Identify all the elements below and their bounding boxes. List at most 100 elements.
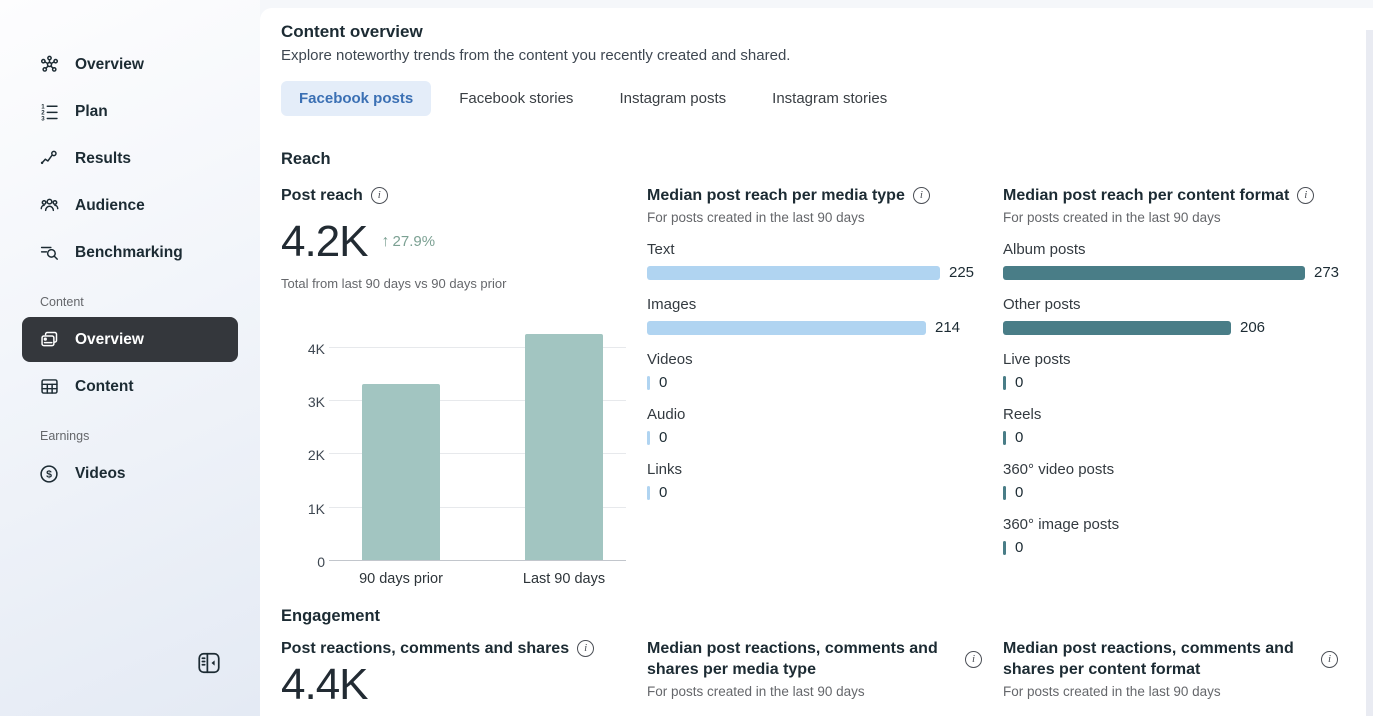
metric-value: 0 [659,374,668,391]
info-icon[interactable]: i [1297,187,1315,204]
metric-value: 0 [1015,429,1024,446]
x-tick-label: Last 90 days [522,571,606,587]
svg-text:1: 1 [41,103,45,110]
sidebar-item-videos[interactable]: $ Videos [22,451,238,496]
metric-bar-row: 0 [647,374,985,391]
metric-bar-row: 225 [647,264,985,281]
metric-bar-row: 214 [647,319,985,336]
sidebar-item-label: Content [75,377,134,395]
y-tick-label: 1K [307,500,325,517]
metric-label: Videos [647,351,693,368]
median-engagement-media-type-card: Median post reactions, comments and shar… [647,638,985,709]
tab-instagram-stories[interactable]: Instagram stories [772,90,888,107]
info-icon[interactable]: i [912,187,930,204]
stacked-posts-icon [38,329,60,351]
reach-section-title: Reach [281,150,331,168]
tab-facebook-posts[interactable]: Facebook posts [281,81,432,116]
metric-bar-row: 0 [1003,484,1341,501]
up-arrow-icon: ↑ [381,233,390,250]
media-type-bars: Text 225 Images 214 Videos 0 Audio 0 Links 0 [647,241,985,501]
sidebar-item-results[interactable]: Results [22,136,238,181]
sidebar-item-content-overview[interactable]: Overview [22,317,238,362]
post-reach-delta: ↑ 27.9% [381,233,436,250]
scrollbar[interactable] [1366,30,1373,716]
metric-value: 0 [1015,374,1024,391]
post-reach-card: Post reach i 4.2K ↑ 27.9% Total from last… [281,185,626,587]
metric-value: 225 [949,264,975,281]
post-engagement-value: 4.4K [281,660,369,709]
svg-text:2: 2 [41,109,45,116]
sidebar-item-overview[interactable]: Overview [22,42,238,87]
card-subtitle: For posts created in the last 90 days [1003,684,1221,699]
sidebar-item-label: Videos [75,464,126,482]
y-tick-label: 0 [317,554,325,570]
sidebar-item-benchmarking[interactable]: Benchmarking [22,230,238,275]
tab-instagram-posts[interactable]: Instagram posts [619,90,727,107]
numbered-list-icon: 1 2 3 [38,101,60,123]
info-icon[interactable]: i [577,640,595,657]
metric-bar [1003,430,1006,445]
sidebar-item-label: Plan [75,102,108,120]
metric-value: 206 [1240,319,1266,336]
metric-row-live-posts: Live posts 0 [1003,351,1341,391]
engagement-section-title: Engagement [281,607,381,625]
metric-bar-row: 0 [1003,374,1341,391]
tab-bar: Facebook posts Facebook stories Instagra… [281,81,1373,116]
metric-bar-row: 206 [1003,319,1341,336]
metric-bar-row: 0 [647,484,985,501]
metric-bar [647,485,650,500]
dollar-circle-icon: $ [38,463,60,485]
metric-bar [647,375,650,390]
gridline [329,560,626,561]
sidebar-item-plan[interactable]: 1 2 3 Plan [22,89,238,134]
median-reach-media-type-title: Median post reach per media type [647,187,905,204]
sidebar-item-label: Overview [75,330,144,348]
median-reach-content-format-title: Median post reach per content format [1003,187,1290,204]
info-icon[interactable]: i [370,187,388,204]
metric-bar-row: 0 [647,429,985,446]
median-reach-content-format-card: Median post reach per content format i F… [1003,185,1341,561]
metric-bar [1003,265,1305,280]
metric-label: Album posts [1003,241,1086,258]
metric-value: 0 [1015,484,1024,501]
metric-label: Live posts [1003,351,1071,368]
sidebar-item-content[interactable]: Content [22,364,238,409]
metric-row-reels: Reels 0 [1003,406,1341,446]
table-grid-icon [38,376,60,398]
tab-facebook-stories[interactable]: Facebook stories [459,90,574,107]
metric-value: 0 [659,429,668,446]
gridline [329,346,626,348]
main-content: Content overview Explore noteworthy tren… [260,0,1373,716]
metric-row-other-posts: Other posts 206 [1003,296,1341,336]
content-format-bars: Album posts 273 Other posts 206 Live posts 0 R… [1003,241,1341,556]
card-subtitle: For posts created in the last 90 days [1003,210,1221,225]
sidebar-section-earnings: Earnings [40,429,90,443]
info-icon[interactable]: i [965,650,982,668]
metric-value: 0 [659,484,668,501]
sidebar-item-audience[interactable]: Audience [22,183,238,228]
engagement-cards-row: Post reactions, comments and shares i 4.… [281,638,1373,709]
metric-label: Audio [647,406,686,423]
metric-label: 360° video posts [1003,461,1115,478]
info-icon[interactable]: i [1321,650,1338,668]
gridline [329,400,626,401]
metric-row-links: Links 0 [647,461,985,501]
sidebar-item-label: Results [75,149,131,167]
metric-row-360-image-posts: 360° image posts 0 [1003,516,1341,556]
metric-bar-row: 0 [1003,539,1341,556]
page-subtitle: Explore noteworthy trends from the conte… [281,47,791,64]
median-engagement-media-type-title: Median post reactions, comments and shar… [647,640,938,678]
metric-label: Other posts [1003,296,1081,313]
gridline [329,453,626,455]
metric-label: Text [647,241,675,258]
metric-label: Images [647,296,697,313]
page-title: Content overview [281,22,423,41]
metric-value: 214 [935,319,961,336]
y-tick-label: 2K [307,447,325,464]
metric-bar [1003,540,1006,555]
collapse-sidebar-button[interactable] [196,650,224,678]
y-tick-label: 4K [307,340,325,357]
median-engagement-content-format-title: Median post reactions, comments and shar… [1003,640,1294,678]
post-reach-title: Post reach [281,187,363,204]
